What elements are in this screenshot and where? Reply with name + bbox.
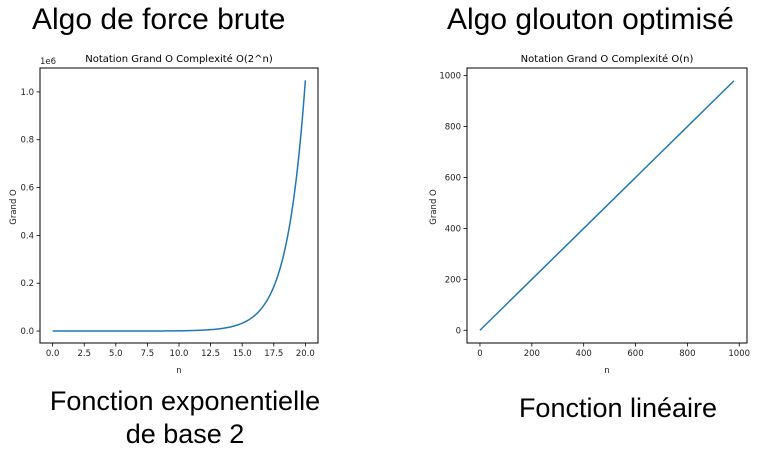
chart-title: Notation Grand O Complexité O(2^n) (85, 53, 273, 65)
y-tick-label: 0.4 (20, 231, 34, 241)
x-tick-label: 800 (679, 349, 695, 359)
left-caption-line2: de base 2 (125, 419, 245, 449)
x-tick-label: 17.5 (264, 349, 283, 359)
right-caption: Fonction linéaire (518, 393, 718, 423)
y-tick-label: 1.0 (20, 88, 34, 98)
x-tick-label: 600 (627, 349, 643, 359)
x-tick-label: 0.0 (46, 349, 60, 359)
x-tick-label: 12.5 (201, 349, 220, 359)
offset-label: 1e6 (40, 57, 56, 67)
ticks-group: 0.0 2.5 5.0 7.5 10.0 12.5 15.0 17.5 20.0 0.0 0.2 0.… (20, 88, 314, 359)
y-tick-label: 800 (445, 123, 461, 133)
y-tick-label: 400 (445, 224, 461, 234)
x-axis-label: n (604, 366, 609, 376)
x-tick-label: 20.0 (296, 349, 315, 359)
y-tick-label: 0.6 (20, 184, 34, 194)
x-tick-label: 2.5 (77, 349, 91, 359)
left-heading: Algo de force brute (32, 3, 286, 36)
plot-frame (39, 67, 319, 344)
linear-chart: Notation Grand O Complexité O(n) n Grand… (429, 53, 750, 376)
x-tick-label: 5.0 (109, 349, 123, 359)
y-tick-label: 0.8 (20, 136, 34, 146)
ticks-group: 0 200 400 600 800 1000 0 200 400 600 800 1000 (439, 72, 750, 359)
y-axis-label: Grand O (9, 189, 19, 225)
x-tick-label: 0 (477, 349, 482, 359)
x-tick-label: 200 (524, 349, 540, 359)
exponential-chart: Notation Grand O Complexité O(2^n) 1e6 n… (9, 53, 319, 376)
y-axis-label: Grand O (429, 189, 439, 225)
x-tick-label: 10.0 (170, 349, 189, 359)
y-tick-label: 0 (456, 326, 461, 336)
x-tick-label: 7.5 (141, 349, 155, 359)
right-heading: Algo glouton optimisé (447, 3, 734, 36)
x-tick-label: 1000 (728, 349, 750, 359)
y-tick-label: 0.0 (20, 327, 34, 337)
x-tick-label: 15.0 (233, 349, 252, 359)
series-line (52, 80, 307, 332)
y-tick-label: 1000 (439, 72, 461, 82)
left-caption-line1: Fonction exponentielle (49, 386, 321, 416)
left-caption: Fonction exponentielle de base 2 (10, 385, 360, 451)
x-axis-label: n (176, 366, 181, 376)
y-tick-label: 600 (445, 173, 461, 183)
x-tick-label: 400 (576, 349, 592, 359)
y-tick-label: 200 (445, 275, 461, 285)
chart-title: Notation Grand O Complexité O(n) (521, 53, 694, 65)
series-line (479, 80, 735, 331)
plot-frame (466, 67, 748, 344)
y-tick-label: 0.2 (20, 279, 34, 289)
